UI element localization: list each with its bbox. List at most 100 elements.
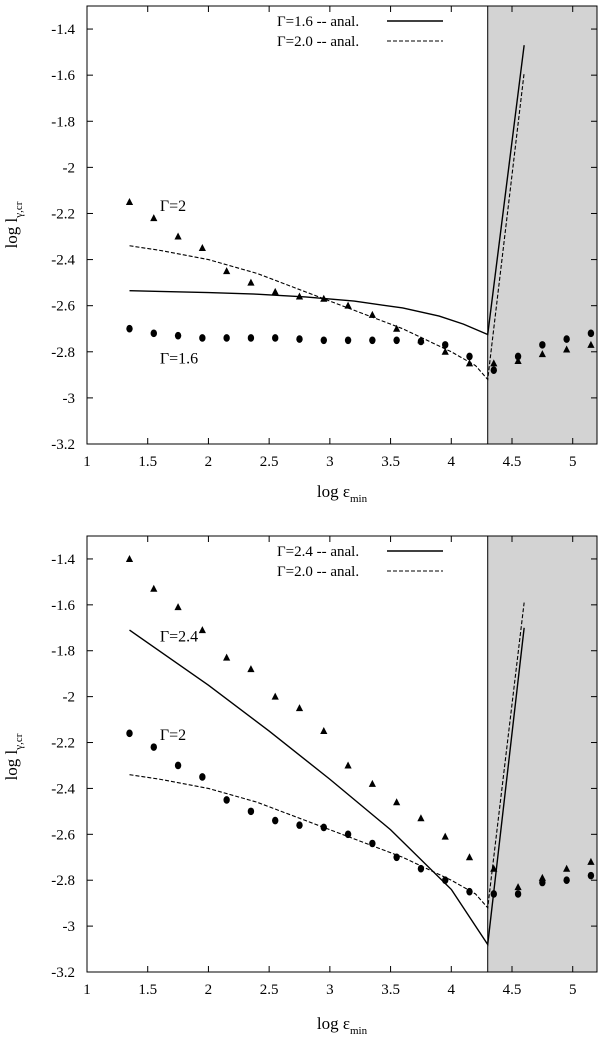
x-tick-label: 2.5 (260, 982, 279, 998)
series-line-dashed (129, 602, 525, 910)
x-tick-label: 4 (448, 982, 456, 998)
circle-point (514, 890, 522, 898)
circle-point (126, 729, 133, 738)
x-tick-label: 5 (569, 982, 577, 998)
triangle-point (587, 340, 595, 348)
curve-annotation: Γ=2 (160, 727, 186, 744)
circle-point (223, 334, 230, 342)
triangle-point (587, 857, 595, 865)
circle-point (247, 807, 255, 816)
curve-annotation: Γ=2.4 (160, 629, 198, 646)
triangle-point (344, 301, 352, 309)
triangle-point (198, 626, 206, 634)
x-axis-label: log εmin (317, 482, 368, 505)
triangle-point (344, 761, 352, 769)
chart-panel-2: 1 1.5 2 2.5 3 3.5 4 4.5 5 -1.4 -1.6 -1.8 -2 -2.2 -2.4 -… (2, 535, 598, 1037)
y-tick-label: -1.4 (51, 552, 75, 568)
circle-point (369, 336, 376, 345)
x-axis-label: log εmin (317, 1014, 368, 1037)
y-tick-label: -2.4 (51, 781, 75, 797)
circle-point (296, 821, 303, 829)
curve-annotation: Γ=1.6 (160, 350, 198, 367)
triangle-point (223, 653, 231, 661)
x-tick-label: 3 (326, 982, 334, 998)
triangle-point (490, 864, 498, 872)
circle-point (174, 331, 182, 340)
circle-point (199, 334, 206, 342)
circle-point (539, 878, 546, 887)
y-tick-label: -1.4 (51, 22, 75, 38)
curve-annotation: Γ=2 (160, 198, 186, 215)
y-tick-label: -2.2 (51, 736, 75, 752)
chart-panel-1: 1 1.5 2 2.5 3 3.5 4 4.5 5 -1.4 -1.6 -1.8 -2 -2.2 -2.4 -… (2, 5, 598, 505)
triangle-point (393, 798, 401, 806)
y-tick-label: -2.2 (51, 206, 75, 222)
y-axis-label: log lγ,cr (2, 733, 25, 780)
triangle-point (174, 603, 182, 611)
triangle-point (271, 287, 279, 295)
triangle-point (368, 310, 376, 318)
triangle-point (223, 267, 231, 275)
y-tick-label: -2.6 (51, 299, 75, 315)
circle-point (417, 337, 425, 346)
circle-point (369, 839, 376, 848)
circle-point (247, 334, 255, 342)
circle-point (514, 352, 522, 361)
x-tick-label: 3.5 (381, 454, 400, 470)
y-tick-label: -1.6 (51, 598, 75, 614)
triangle-point (247, 665, 255, 673)
circle-point (174, 761, 182, 770)
triangle-point (393, 324, 401, 332)
circle-point (126, 324, 133, 333)
x-tick-label: 3.5 (381, 982, 400, 998)
triangle-point (295, 292, 304, 300)
x-tick-label: 1.5 (138, 454, 157, 470)
triangle-point (295, 704, 304, 712)
triangle-point (198, 244, 206, 252)
circle-point (442, 876, 449, 885)
x-tick-label: 2 (205, 982, 213, 998)
circle-point (150, 329, 157, 338)
circle-point (442, 341, 449, 349)
circle-point (272, 816, 279, 825)
y-tick-label: -2.4 (51, 253, 75, 269)
triangle-point (441, 832, 449, 840)
triangle-point (441, 347, 449, 355)
circle-point (150, 743, 157, 751)
circle-point (587, 329, 595, 338)
y-tick-label: -3 (63, 919, 76, 935)
x-tick-label: 1 (83, 982, 91, 998)
circle-point (320, 823, 327, 832)
x-tick-label: 5 (569, 454, 577, 470)
y-tick-label: -2.6 (51, 827, 75, 843)
y-tick-label: -2.8 (51, 873, 75, 889)
plot-frame (86, 535, 598, 973)
circle-point (199, 773, 206, 781)
triangle-point (247, 278, 255, 286)
triangle-point (150, 214, 158, 222)
triangle-point (538, 350, 546, 358)
triangle-point (174, 232, 182, 240)
triangle-point (490, 359, 498, 367)
circle-point (539, 341, 546, 349)
y-axis-label: log lγ,cr (2, 201, 25, 248)
series-line-solid (129, 627, 525, 947)
shaded-region (487, 536, 597, 972)
legend-label: Γ=2.0 -- anal. (277, 564, 359, 580)
x-tick-label: 2.5 (260, 454, 279, 470)
y-tick-label: -1.8 (51, 114, 75, 130)
y-tick-label: -3 (63, 391, 76, 407)
y-tick-label: -2 (63, 690, 76, 706)
triangle-point (417, 814, 425, 822)
y-tick-label: -1.8 (51, 644, 75, 660)
triangle-point (538, 873, 546, 881)
circle-point (223, 796, 230, 804)
circle-point (466, 887, 473, 896)
triangle-point (465, 853, 474, 861)
y-tick-label: -3.2 (51, 965, 75, 981)
x-tick-label: 4.5 (503, 982, 522, 998)
y-tick-label: -3.2 (51, 437, 75, 453)
triangle-point (125, 554, 134, 562)
series-line-dashed (129, 72, 525, 381)
y-tick-label: -2.8 (51, 345, 75, 361)
